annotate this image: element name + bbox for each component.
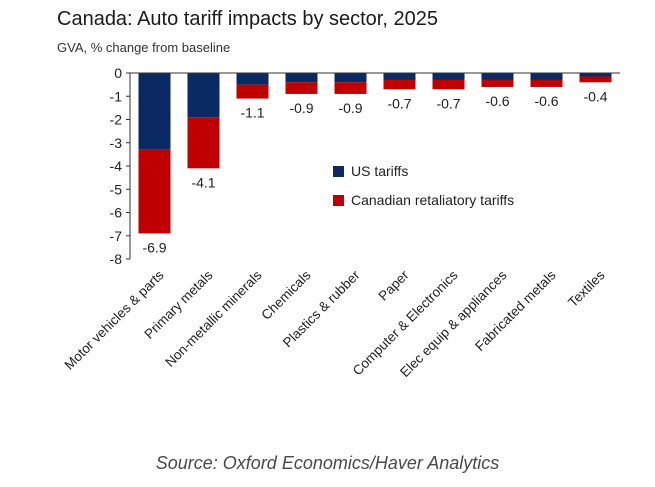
y-tick-label: -7 [110, 228, 123, 244]
data-label: -4.1 [191, 174, 215, 190]
bar-us-tariffs [138, 73, 171, 150]
data-label: -1.1 [240, 105, 264, 121]
y-tick-label: -5 [110, 181, 123, 197]
bar-canadian-retaliatory-tariffs [187, 117, 220, 169]
bar-canadian-retaliatory-tariffs [432, 79, 465, 90]
bar-canadian-retaliatory-tariffs [334, 82, 367, 94]
bar-canadian-retaliatory-tariffs [285, 82, 318, 94]
y-tick-label: -1 [110, 88, 123, 104]
y-tick-label: -3 [110, 135, 123, 151]
data-label: -0.7 [387, 95, 411, 111]
y-tick-label: -8 [110, 251, 123, 267]
legend-label: US tariffs [351, 163, 408, 179]
data-label: -0.4 [583, 88, 607, 104]
bar-canadian-retaliatory-tariffs [579, 76, 612, 83]
bar-us-tariffs [187, 73, 220, 118]
bar-us-tariffs [236, 73, 269, 85]
y-tick-label: 0 [114, 65, 122, 81]
bar-us-tariffs [383, 73, 416, 80]
data-label: -0.7 [436, 95, 460, 111]
y-tick-label: -6 [110, 205, 123, 221]
bar-canadian-retaliatory-tariffs [383, 79, 416, 90]
chart-source: Source: Oxford Economics/Haver Analytics [155, 453, 500, 473]
bar-us-tariffs [334, 73, 367, 83]
data-label: -6.9 [142, 239, 166, 255]
y-tick-label: -4 [110, 158, 123, 174]
data-label: -0.9 [338, 100, 362, 116]
chart-subtitle: GVA, % change from baseline [57, 40, 231, 55]
x-category-label: Paper [376, 267, 412, 303]
bar-us-tariffs [579, 73, 612, 77]
x-category-label: Non-metallic minerals [162, 267, 265, 370]
legend-swatch [333, 195, 344, 206]
bar-us-tariffs [285, 73, 318, 83]
bar-us-tariffs [432, 73, 465, 80]
data-label: -0.6 [534, 93, 558, 109]
legend-swatch [333, 166, 344, 177]
data-label: -0.9 [289, 100, 313, 116]
legend-label: Canadian retaliatory tariffs [351, 192, 514, 208]
bar-us-tariffs [530, 73, 563, 80]
bar-canadian-retaliatory-tariffs [236, 84, 269, 99]
y-tick-label: -2 [110, 112, 123, 128]
bar-canadian-retaliatory-tariffs [138, 149, 171, 234]
chart-plot: 0 -1 -2 -3 -4 -5 -6 -7 -8 -6.9 Motor vehicles & pa… [62, 65, 620, 380]
x-category-label: Motor vehicles & parts [62, 267, 167, 372]
bar-canadian-retaliatory-tariffs [530, 79, 563, 87]
data-label: -0.6 [485, 93, 509, 109]
chart-title: Canada: Auto tariff impacts by sector, 2… [57, 8, 438, 30]
bar-us-tariffs [481, 73, 514, 80]
x-category-label: Textiles [565, 267, 608, 310]
bar-canadian-retaliatory-tariffs [481, 79, 514, 87]
